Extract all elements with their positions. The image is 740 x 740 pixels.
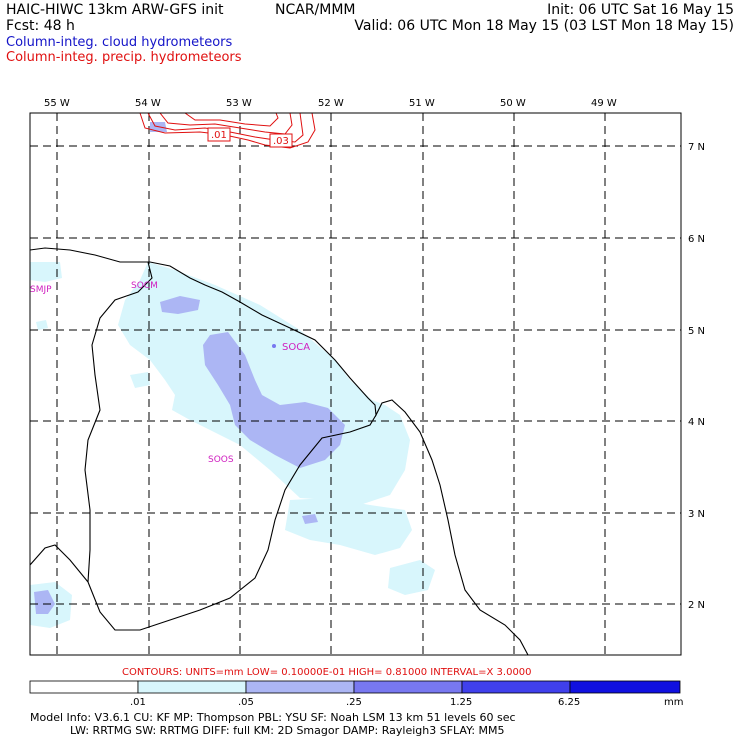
colorbar-tick: 6.25: [558, 697, 580, 708]
lon-label: 49 W: [591, 98, 617, 109]
valid-time: Valid: 06 UTC Mon 18 May 15 (03 LST Mon …: [354, 18, 734, 34]
contour-label-01: .01: [211, 130, 227, 141]
lon-label: 50 W: [500, 98, 526, 109]
lon-label: 55 W: [44, 98, 70, 109]
cloud-fill-medium-2: [160, 296, 200, 314]
model-title: HAIC-HIWC 13km ARW-GFS init: [6, 2, 224, 18]
colorbar-tick: .05: [238, 697, 254, 708]
init-time: Init: 06 UTC Sat 16 May 15: [547, 2, 734, 18]
lat-label: 4 N: [688, 417, 705, 428]
coastline: [30, 247, 529, 655]
cloud-fill-light-2: [285, 498, 412, 555]
lat-label: 5 N: [688, 326, 705, 337]
cloud-field-label: Column-integ. cloud hydrometeors: [6, 35, 233, 50]
cloud-fill-light-3: [388, 560, 435, 595]
lat-labels: 7 N 6 N 5 N 4 N 3 N 2 N: [688, 142, 705, 611]
cloud-fill-medium-3: [302, 514, 318, 524]
lat-label: 2 N: [688, 600, 705, 611]
station-label-smjp: SMJP: [30, 285, 52, 295]
precip-field-label: Column-integ. precip. hydrometeors: [6, 50, 242, 65]
lat-label: 3 N: [688, 509, 705, 520]
station-label-socm: SOCM: [131, 281, 158, 291]
station-label-soos: SOOS: [208, 455, 234, 465]
lon-label: 54 W: [135, 98, 161, 109]
station-label-soca: SOCA: [282, 342, 310, 353]
lon-label: 53 W: [226, 98, 252, 109]
model-info-line2: LW: RRTMG SW: RRTMG DIFF: full KM: 2D Sm…: [70, 724, 505, 737]
cloud-fill-light-5: [30, 262, 62, 282]
cloud-fill-medium-4: [34, 590, 55, 614]
coastline-layer: [30, 247, 529, 655]
lat-label: 6 N: [688, 234, 705, 245]
lat-label: 7 N: [688, 142, 705, 153]
map-frame: [29, 112, 682, 656]
station-labels: SMJP SOCM SOCA SOOS: [30, 281, 310, 465]
forecast-hour: Fcst: 48 h: [6, 18, 75, 34]
border-inland-west: [84, 261, 153, 583]
border-suriname-french-guiana: [87, 414, 377, 631]
station-marker-soca: [272, 344, 276, 348]
cloud-fill-light-7: [130, 372, 150, 388]
lon-labels: 55 W 54 W 53 W 52 W 51 W 50 W 49 W: [44, 98, 617, 109]
center-name: NCAR/MMM: [275, 2, 356, 18]
contours-info: CONTOURS: UNITS=mm LOW= 0.10000E-01 HIGH…: [122, 667, 532, 678]
colorbar-tick: .01: [130, 697, 146, 708]
cloud-fill-light: [118, 262, 410, 505]
colorbar-tick: 1.25: [450, 697, 472, 708]
model-info-line1: Model Info: V3.6.1 CU: KF MP: Thompson P…: [30, 711, 516, 724]
colorbar-units: mm: [664, 697, 683, 708]
latlon-grid: [30, 113, 681, 655]
lon-label: 52 W: [318, 98, 344, 109]
precip-contours: [139, 113, 316, 149]
contour-label-03: .03: [273, 136, 289, 147]
border-suriname-guyana: [30, 544, 89, 583]
cloud-fill-layer: [30, 122, 435, 628]
colorbar-tick: .25: [346, 697, 362, 708]
contour-label-group: .01 .03: [207, 127, 293, 148]
cloud-fill-light-6: [36, 320, 48, 330]
cloud-fill-medium: [203, 332, 345, 468]
colorbar: .01 .05 .25 1.25 6.25 mm: [29, 680, 683, 708]
lon-label: 51 W: [409, 98, 435, 109]
